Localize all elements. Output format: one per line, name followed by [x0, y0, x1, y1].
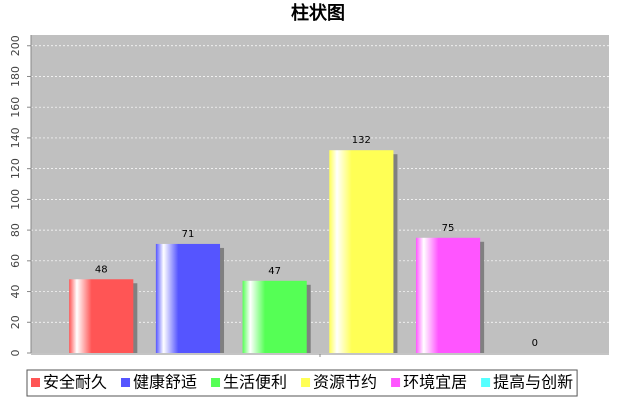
y-tick-label: 20	[9, 315, 22, 329]
y-tick-label: 60	[9, 254, 22, 268]
value-label: 0	[532, 338, 538, 349]
legend-label: 生活便利	[223, 373, 287, 392]
chart-title: 柱状图	[291, 2, 345, 24]
legend-label: 安全耐久	[43, 373, 107, 392]
y-tick-label: 160	[9, 97, 22, 118]
legend-swatch	[391, 378, 401, 387]
value-label: 71	[182, 229, 195, 240]
y-tick-label: 100	[9, 189, 22, 210]
value-label: 132	[352, 135, 371, 146]
legend-label: 资源节约	[313, 373, 377, 392]
value-label: 47	[268, 266, 281, 277]
legend-swatch	[211, 378, 221, 387]
bar	[155, 243, 221, 353]
legend-label: 健康舒适	[133, 373, 197, 392]
bar	[415, 237, 481, 353]
y-tick-label: 40	[9, 285, 22, 299]
legend-swatch	[31, 378, 40, 387]
legend: 安全耐久 健康舒适 生活便利 资源节约 环境宜居 提高与创新	[26, 369, 578, 397]
bar	[329, 150, 394, 353]
bar	[242, 280, 307, 353]
y-tick-label: 0	[9, 350, 22, 357]
legend-label: 环境宜居	[403, 373, 467, 392]
legend-swatch	[121, 378, 131, 387]
legend-swatch	[301, 378, 311, 387]
y-tick-label: 120	[9, 158, 22, 179]
value-label: 48	[95, 264, 108, 275]
y-tick-label: 180	[9, 66, 22, 87]
y-tick-label: 200	[9, 35, 22, 56]
legend-swatch	[481, 378, 491, 387]
bar	[69, 279, 134, 353]
y-tick-label: 80	[9, 223, 22, 237]
value-label: 75	[442, 223, 455, 234]
legend-label: 提高与创新	[493, 373, 573, 392]
y-tick-label: 140	[9, 127, 22, 148]
